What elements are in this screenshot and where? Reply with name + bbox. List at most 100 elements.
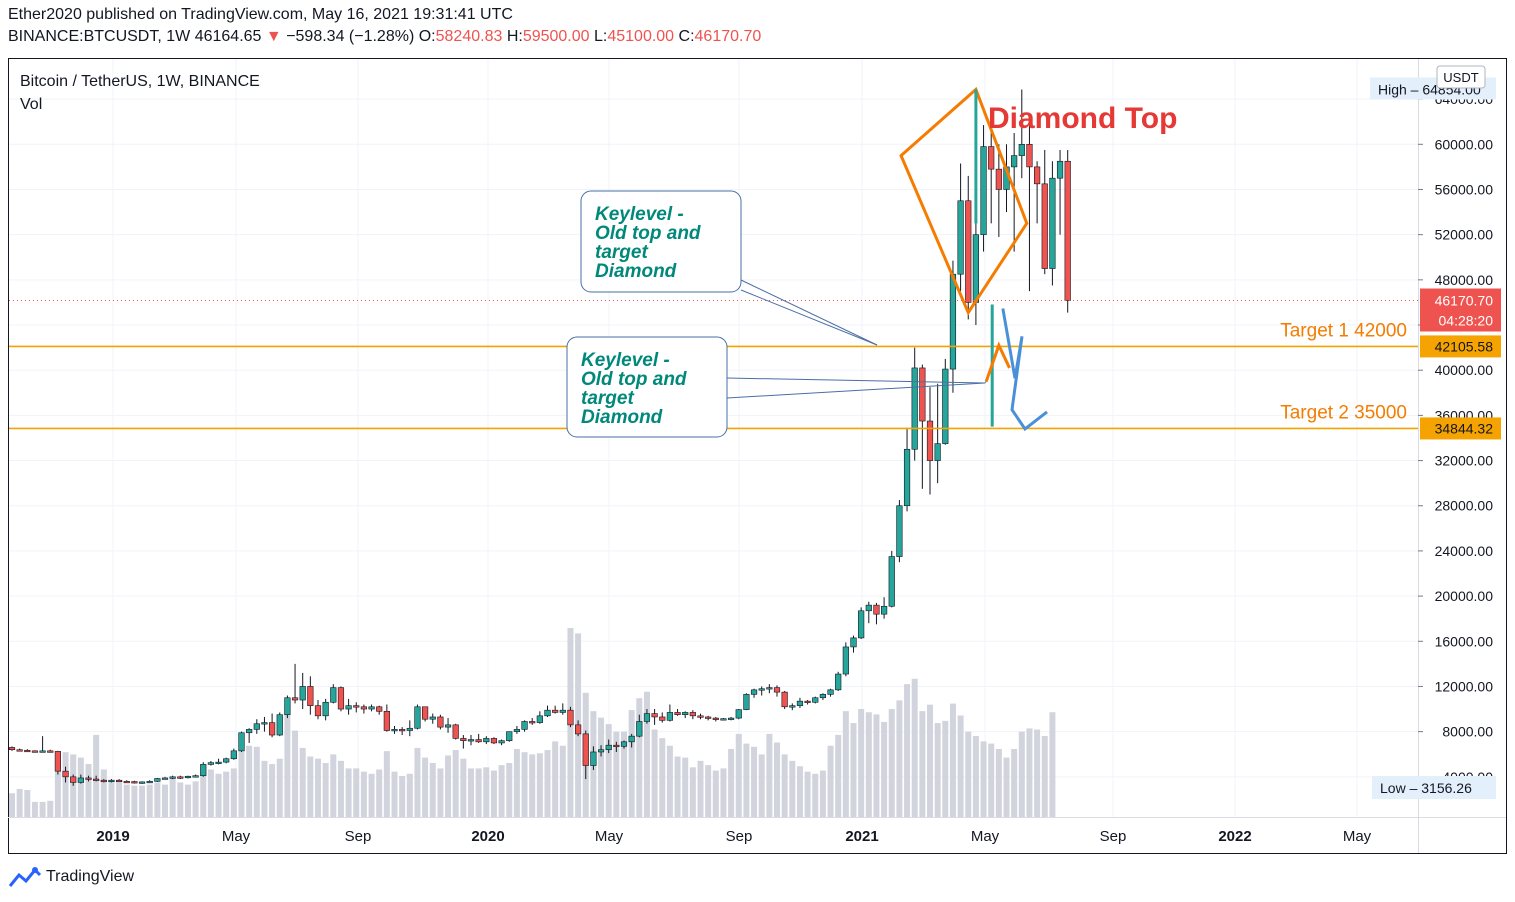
volume-bar	[506, 763, 513, 817]
volume-bar	[353, 768, 360, 817]
volume-bar	[774, 742, 780, 817]
callout-pointer	[984, 381, 987, 384]
x-tick-label: 2019	[96, 828, 129, 845]
volume-bar	[116, 780, 123, 817]
volume-bar	[261, 760, 268, 817]
candle	[880, 597, 888, 619]
candle	[919, 364, 926, 489]
close-value: 46170.70	[694, 28, 762, 45]
currency-badge[interactable]	[1436, 65, 1486, 89]
candle	[54, 750, 61, 775]
volume-bar	[934, 723, 941, 817]
volume-bar	[445, 755, 452, 817]
volume-bar	[766, 733, 773, 817]
target-price-badge	[1420, 335, 1501, 358]
target-level-label: Target 2 35000	[1280, 402, 1407, 423]
candle	[529, 718, 536, 725]
candle	[812, 696, 819, 704]
volume-bar	[376, 769, 383, 817]
volume-bar	[850, 723, 857, 817]
candle	[942, 358, 949, 445]
volume-bar	[988, 743, 995, 817]
volume-bar	[345, 768, 352, 817]
candle	[980, 125, 987, 252]
open-label: O:	[418, 28, 436, 45]
volume-bar	[62, 752, 69, 817]
candle	[1034, 161, 1041, 224]
volume-bar	[337, 760, 344, 817]
candle	[796, 697, 804, 708]
candle	[177, 775, 184, 780]
volume-bar	[842, 711, 849, 817]
tradingview-brand[interactable]: TradingView	[8, 866, 134, 888]
diamond-pattern-shape[interactable]	[899, 86, 1029, 316]
candle	[452, 723, 459, 740]
volume-bar	[437, 768, 444, 817]
candle	[24, 749, 31, 753]
candle	[506, 731, 513, 742]
volume-bar	[628, 710, 635, 817]
y-tick-label: 40000.00	[1435, 362, 1494, 378]
candle	[773, 685, 781, 697]
y-tick-label: 32000.00	[1435, 453, 1494, 469]
symbol-label[interactable]: BINANCE:BTCUSDT, 1W	[8, 28, 191, 45]
volume-bar	[896, 700, 903, 817]
candle	[957, 163, 964, 292]
candle	[437, 714, 444, 730]
volume-bar	[16, 788, 23, 817]
volume-bar	[911, 678, 918, 817]
volume-bar	[24, 790, 31, 817]
volume-bar	[399, 775, 406, 817]
volume-bar	[743, 743, 750, 817]
volume-bar	[789, 760, 796, 817]
volume-bar	[360, 771, 367, 817]
candle	[345, 698, 352, 715]
candle	[903, 428, 911, 512]
candle	[574, 720, 582, 737]
candle	[1064, 149, 1071, 313]
volume-bar	[858, 709, 865, 817]
candle	[215, 758, 222, 765]
x-tick-label: 2020	[471, 828, 504, 845]
y-tick-label: 52000.00	[1435, 227, 1494, 243]
retest-arrow[interactable]	[984, 341, 1011, 382]
y-tick-label: 20000.00	[1435, 588, 1494, 604]
volume-bar	[521, 752, 528, 817]
candle	[47, 749, 54, 753]
callout-text-line: Old top and	[595, 223, 701, 244]
callout-text-line: Old top and	[581, 369, 687, 390]
x-tick-label: 2022	[1218, 828, 1251, 845]
candle	[552, 705, 559, 714]
volume-bar	[452, 750, 459, 817]
volume-bar	[812, 773, 819, 817]
candle	[689, 710, 696, 720]
candle	[827, 688, 834, 697]
candle	[131, 780, 138, 784]
candle	[93, 775, 100, 782]
candle	[972, 217, 979, 326]
candle	[873, 602, 880, 625]
candle	[712, 716, 719, 722]
volume-bar	[881, 721, 888, 817]
candle	[184, 775, 192, 779]
volume-bar	[77, 757, 84, 817]
callout-text-line: target	[581, 388, 634, 409]
volume-bar	[621, 731, 627, 817]
currency-label: USDT	[1443, 70, 1478, 85]
brand-label: TradingView	[46, 868, 135, 885]
volume-bar	[223, 771, 230, 817]
candle	[414, 704, 421, 730]
volume-bar	[230, 768, 237, 817]
candle	[223, 757, 230, 764]
volume-bar	[605, 724, 612, 817]
projected-path-arrow[interactable]	[1001, 308, 1048, 432]
volume-bar	[322, 763, 329, 817]
candle	[1026, 121, 1033, 292]
volume-bar	[1041, 736, 1048, 817]
candle	[521, 720, 528, 732]
down-arrow-icon: ▼	[265, 28, 282, 45]
volume-bar	[177, 782, 184, 817]
